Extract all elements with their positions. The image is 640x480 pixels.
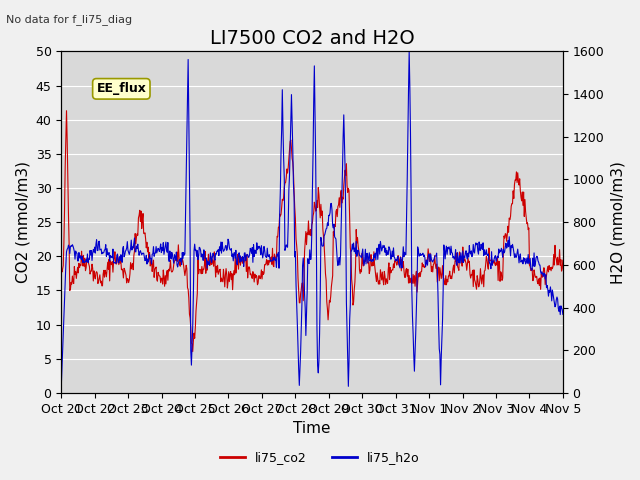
li75_h2o (559, 312, 566, 317)
li75_co2 (365, 259, 372, 265)
Line: li75_h2o: li75_h2o (61, 51, 563, 386)
li75_co2 (63, 108, 70, 114)
li75_co2 (235, 266, 243, 272)
Y-axis label: H2O (mmol/m3): H2O (mmol/m3) (610, 161, 625, 284)
Title: LI7500 CO2 and H2O: LI7500 CO2 and H2O (210, 29, 415, 48)
Text: EE_flux: EE_flux (97, 83, 147, 96)
li75_h2o (405, 48, 413, 54)
li75_co2 (253, 282, 261, 288)
li75_h2o (58, 384, 65, 389)
li75_h2o (116, 258, 124, 264)
li75_co2 (58, 264, 65, 270)
li75_co2 (210, 263, 218, 269)
li75_co2 (117, 256, 125, 262)
li75_h2o (234, 262, 241, 267)
li75_h2o (364, 251, 371, 256)
Y-axis label: CO2 (mmol/m3): CO2 (mmol/m3) (15, 161, 30, 283)
Text: No data for f_li75_diag: No data for f_li75_diag (6, 14, 132, 25)
li75_co2 (393, 262, 401, 268)
Legend: li75_co2, li75_h2o: li75_co2, li75_h2o (215, 446, 425, 469)
li75_h2o (209, 254, 216, 260)
li75_co2 (559, 257, 566, 263)
li75_co2 (189, 348, 196, 354)
li75_h2o (252, 251, 260, 256)
X-axis label: Time: Time (293, 421, 331, 436)
li75_h2o (392, 258, 399, 264)
Line: li75_co2: li75_co2 (61, 111, 563, 351)
